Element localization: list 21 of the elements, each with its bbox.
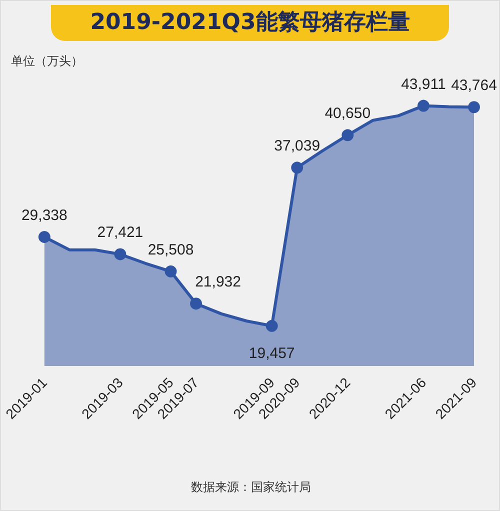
chart-title: 2019-2021Q3能繁母猪存栏量 bbox=[51, 5, 449, 41]
point bbox=[38, 230, 50, 243]
data-label: 43,911 bbox=[401, 76, 446, 93]
y-axis-title: 单位（万头） bbox=[11, 54, 83, 68]
point bbox=[468, 101, 480, 114]
point bbox=[266, 320, 278, 332]
data-label: 25,508 bbox=[148, 241, 194, 258]
point bbox=[114, 248, 126, 260]
point bbox=[190, 298, 202, 310]
point bbox=[164, 265, 177, 278]
data-label: 19,457 bbox=[248, 344, 295, 362]
data-label: 40,650 bbox=[324, 105, 371, 122]
data-label: 37,039 bbox=[274, 138, 320, 155]
data-label: 21,932 bbox=[195, 274, 241, 291]
point bbox=[291, 162, 304, 174]
data-label: 27,421 bbox=[97, 224, 144, 242]
point bbox=[342, 129, 354, 142]
point bbox=[417, 100, 430, 112]
data-label: 43,764 bbox=[451, 77, 497, 94]
annotation: 数据来源：国家统计局 bbox=[190, 479, 312, 496]
data-label: 29,338 bbox=[21, 206, 68, 224]
